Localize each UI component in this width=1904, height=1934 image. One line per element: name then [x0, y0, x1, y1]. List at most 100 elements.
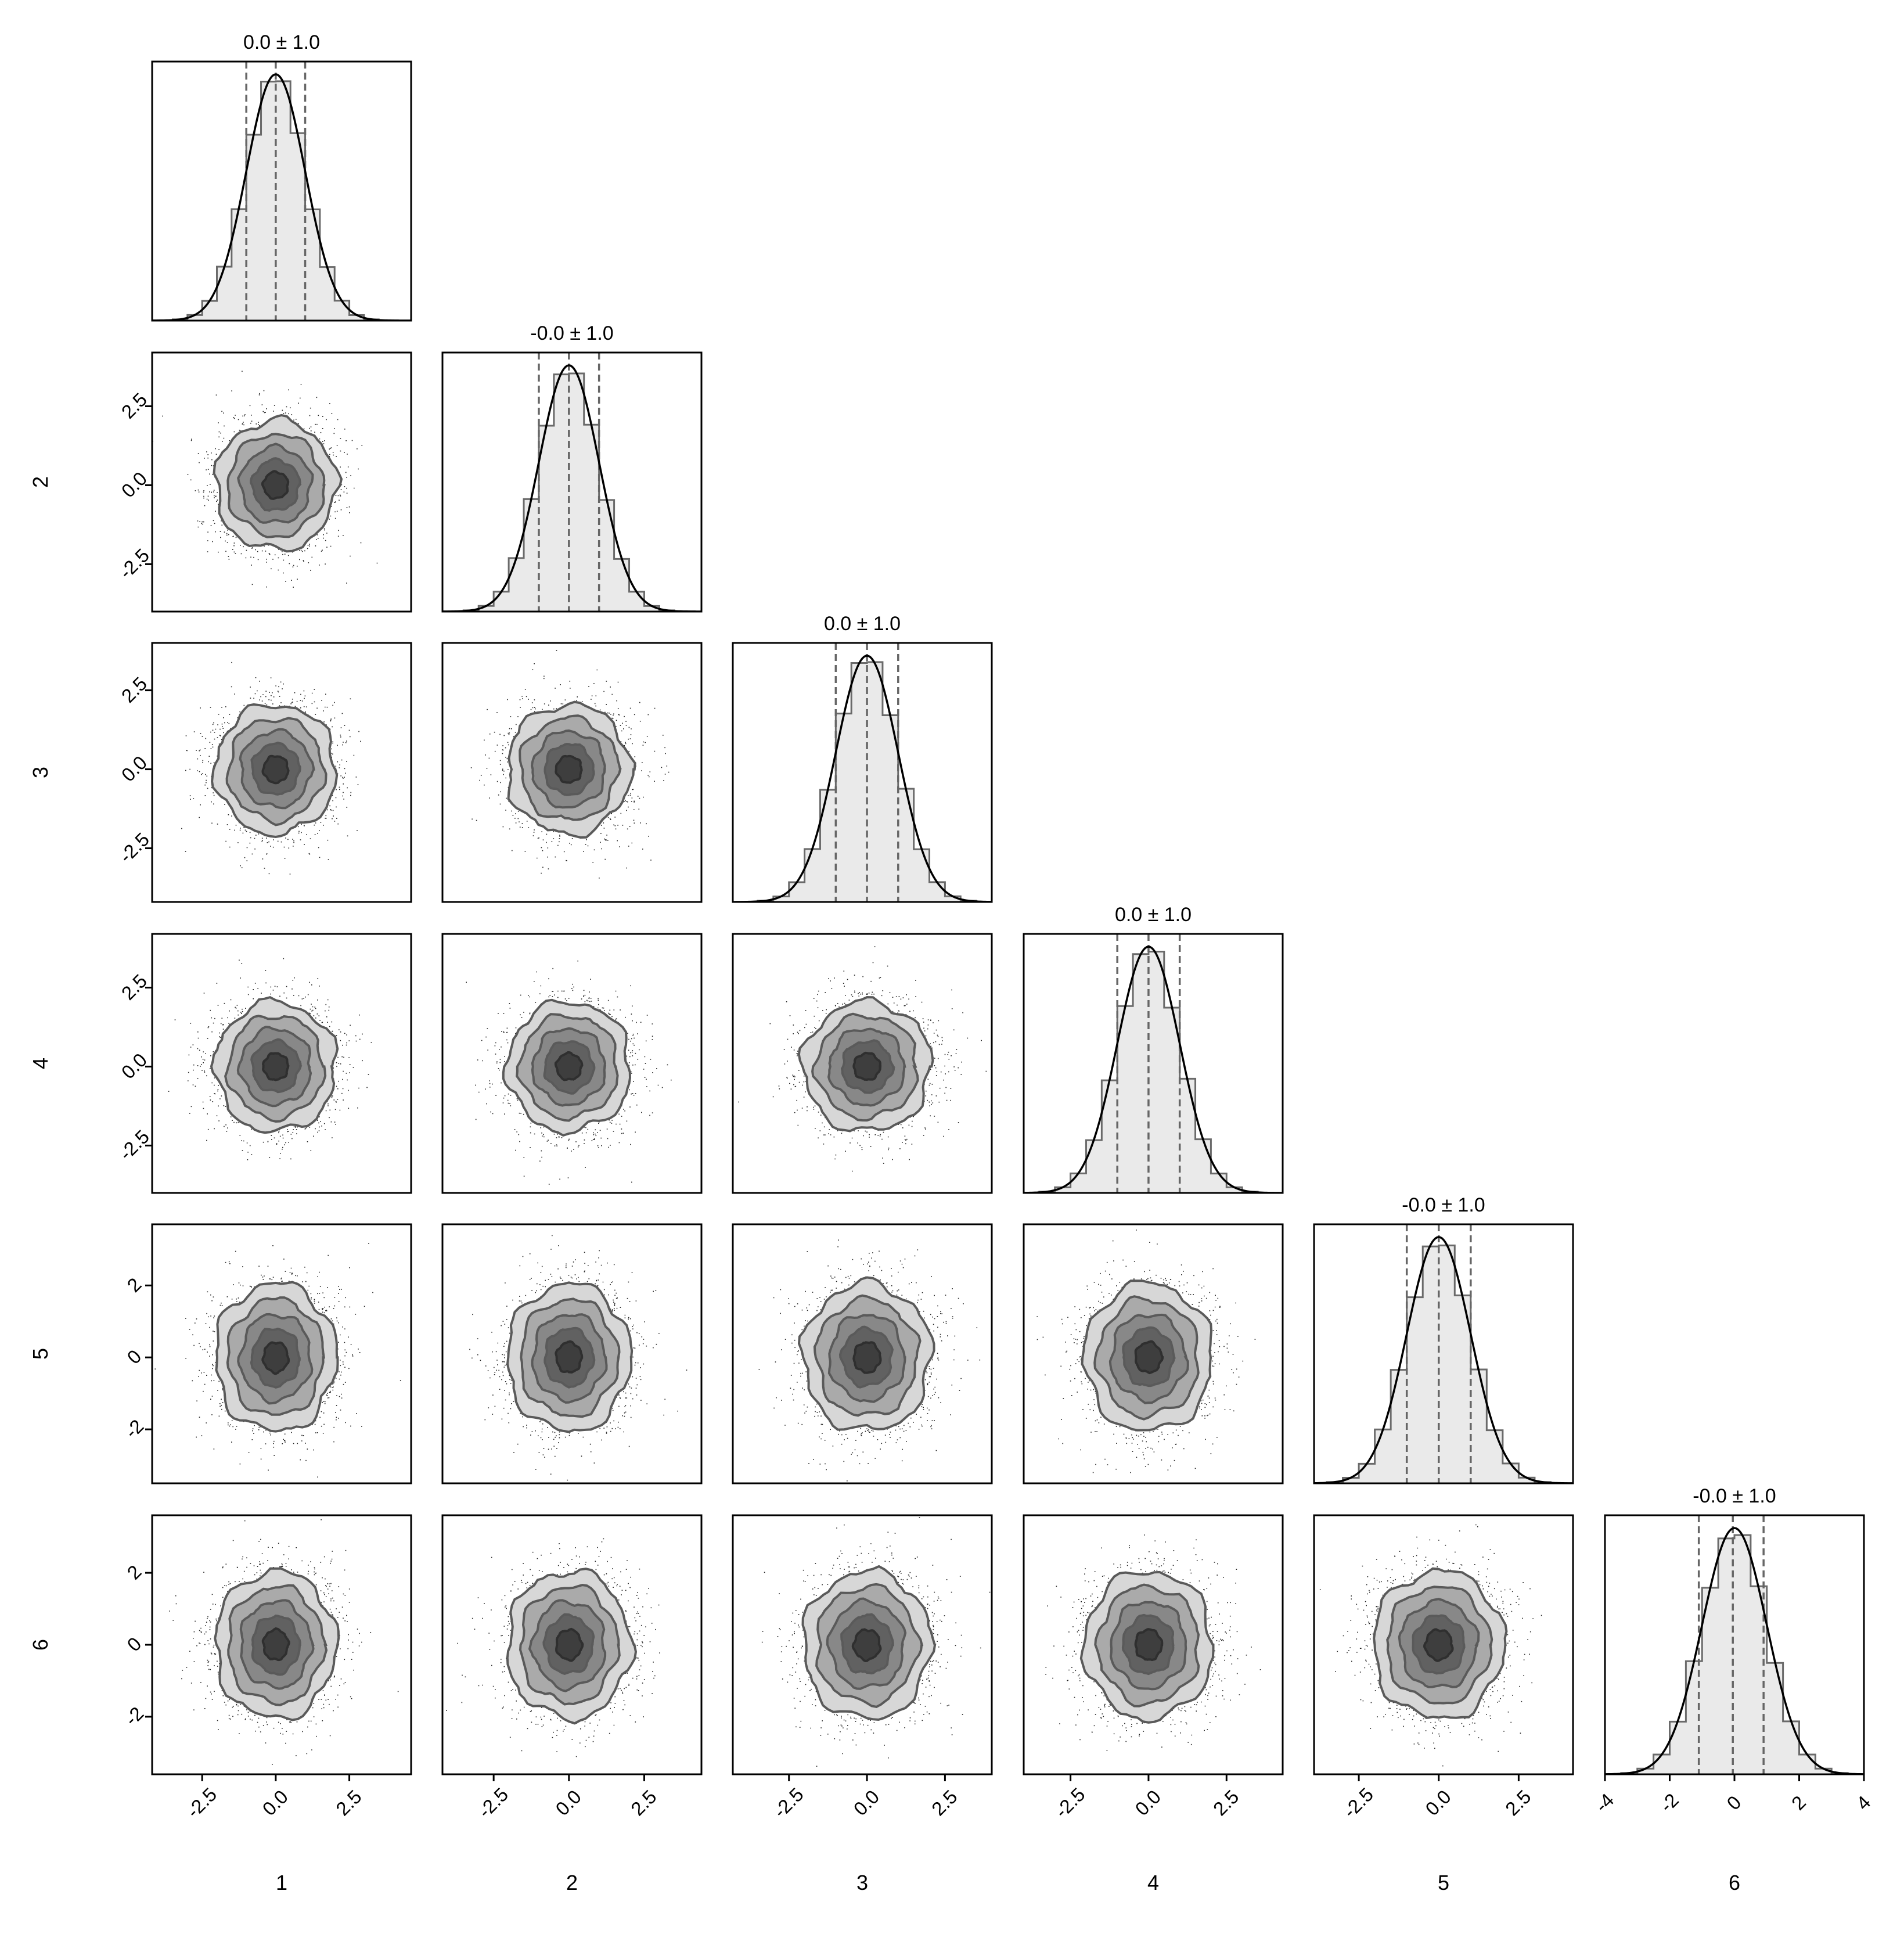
kde-curve [733, 655, 992, 902]
joint-2-4 [441, 933, 703, 1194]
x-tick-label: -2.5 [769, 1784, 807, 1822]
joint-3-6 [732, 1514, 993, 1775]
panel-frame [441, 642, 703, 903]
y-tick-label: 2.5 [117, 970, 152, 1004]
panel-frame [732, 1223, 993, 1484]
x-tick-label: -2.5 [182, 1784, 221, 1822]
marginal-6: -0.0 ± 1.0 [1604, 1485, 1865, 1775]
density-contour-4 [1423, 1628, 1454, 1662]
y-axis-2: 2.5 0.0 -2.5 2 [28, 389, 153, 583]
histogram-steps [447, 372, 701, 612]
histogram-steps [157, 80, 408, 321]
panel-frame [151, 60, 412, 322]
x-tick-label: 0.0 [850, 1786, 884, 1820]
x-tick-label: -4 [1590, 1789, 1618, 1816]
panel-frame [1023, 1223, 1284, 1484]
y-axis-label: 2 [28, 476, 52, 488]
x-axis-1: -2.5 0.0 2.5 1 [182, 1774, 366, 1895]
marginal-title: -0.0 ± 1.0 [1693, 1485, 1776, 1507]
y-axis-6: 2 0 -2 6 [28, 1561, 152, 1730]
joint-5-6 [1313, 1514, 1574, 1775]
joint-1-6 [151, 1514, 412, 1775]
x-tick-label: 0.0 [1131, 1786, 1165, 1820]
y-tick-label: 0.0 [117, 1049, 152, 1083]
histogram-steps [1314, 1244, 1573, 1483]
density-contour-4 [555, 1340, 584, 1374]
joint-1-4 [151, 933, 412, 1194]
scatter-points [466, 960, 672, 1185]
x-tick-label: 0.0 [1421, 1786, 1455, 1820]
panel-frame [441, 1514, 703, 1775]
y-tick-label: 2.5 [117, 389, 152, 423]
y-tick-label: -2 [120, 1415, 147, 1443]
histogram-fill [742, 662, 992, 902]
density-contour-4 [555, 754, 583, 784]
y-tick-label: -2 [120, 1702, 147, 1730]
y-axis-label: 3 [28, 767, 52, 778]
density-contour-4 [261, 470, 290, 500]
density-contour-4 [554, 1051, 584, 1081]
panel-frame [441, 933, 703, 1194]
x-tick-label: 2.5 [332, 1786, 366, 1820]
kde-curve [1314, 1236, 1573, 1483]
y-tick-label: 0.0 [117, 752, 152, 786]
marginal-1: 0.0 ± 1.0 [151, 31, 412, 322]
x-tick-label: 2.5 [927, 1786, 962, 1820]
density-contour-4 [851, 1628, 882, 1663]
x-axis-label: 5 [1438, 1871, 1449, 1895]
marginal-3: 0.0 ± 1.0 [732, 613, 993, 903]
panel-frame [1313, 1223, 1574, 1484]
panel-frame [151, 351, 412, 613]
x-axis-2: -2.5 0.0 2.5 2 [474, 1774, 661, 1895]
x-tick-label: 2.5 [1209, 1786, 1243, 1820]
joint-4-6 [1023, 1514, 1284, 1775]
x-axis-6: -4 -2 0 2 4 6 [1590, 1774, 1875, 1895]
panel-frame [732, 642, 993, 903]
histogram-fill [1024, 951, 1283, 1193]
scatter-points [169, 1519, 399, 1765]
panel-frame [1023, 933, 1284, 1194]
panel-frame [441, 1223, 703, 1484]
x-tick-label: -2 [1655, 1789, 1683, 1816]
x-tick-label: 2.5 [627, 1786, 661, 1820]
density-contour-4 [1134, 1340, 1164, 1375]
density-contour-4 [852, 1341, 882, 1374]
marginal-title: 0.0 ± 1.0 [824, 613, 901, 635]
y-tick-label: 2.5 [117, 673, 152, 707]
y-tick-label: 2 [123, 1561, 145, 1583]
histogram-fill [448, 373, 701, 612]
x-axis-4: -2.5 0.0 2.5 4 [1050, 1774, 1243, 1895]
kde-curve [1605, 1527, 1864, 1774]
histogram-fill [1314, 1245, 1573, 1483]
panel-frame [732, 933, 993, 1194]
x-tick-label: 2 [1787, 1791, 1810, 1814]
joint-4-5 [1023, 1223, 1284, 1484]
panel-frame [151, 1223, 412, 1484]
y-tick-label: -2.5 [115, 1126, 153, 1164]
y-tick-label: -2.5 [115, 544, 153, 583]
y-tick-label: -2.5 [115, 828, 153, 867]
panel-frame [151, 933, 412, 1194]
density-contour-4 [261, 1341, 290, 1375]
kde-curve [442, 364, 701, 612]
marginal-title: 0.0 ± 1.0 [1115, 904, 1192, 926]
panel-frame [441, 351, 703, 613]
x-tick-label: -2.5 [474, 1784, 512, 1822]
x-axis-5: -2.5 0.0 2.5 5 [1339, 1774, 1535, 1895]
joint-3-5 [732, 1223, 993, 1484]
x-tick-label: -2.5 [1050, 1784, 1089, 1822]
density-contour-4 [261, 754, 290, 785]
y-axis-label: 5 [28, 1348, 52, 1360]
marginal-4: 0.0 ± 1.0 [1023, 904, 1284, 1194]
histogram-fill [158, 81, 408, 321]
histogram-fill [1605, 1535, 1864, 1774]
x-axis-label: 1 [276, 1871, 287, 1895]
y-axis-5: 2 0 -2 5 [28, 1274, 152, 1443]
x-tick-label: 0.0 [551, 1786, 585, 1820]
marginal-title: -0.0 ± 1.0 [530, 322, 613, 344]
marginal-title: 0.0 ± 1.0 [243, 31, 320, 53]
x-tick-label: 4 [1852, 1791, 1874, 1814]
joint-3-4 [732, 933, 993, 1194]
scatter-points [1045, 1534, 1261, 1751]
